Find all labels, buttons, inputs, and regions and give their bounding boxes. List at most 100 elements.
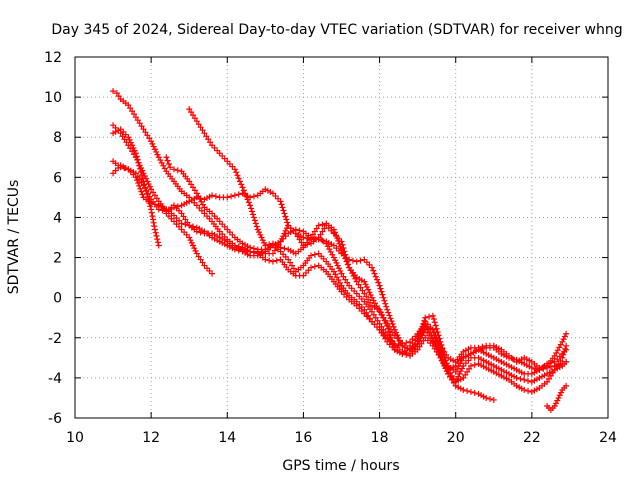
data-point-marker xyxy=(242,190,249,197)
data-point-marker xyxy=(363,293,370,300)
data-point-marker xyxy=(563,358,570,365)
data-point-marker xyxy=(386,323,393,330)
data-point-marker xyxy=(277,198,284,205)
data-point-marker xyxy=(475,346,482,353)
data-point-marker xyxy=(280,233,287,240)
data-point-marker xyxy=(544,378,551,385)
data-point-marker xyxy=(417,334,424,341)
data-point-marker xyxy=(131,147,138,154)
data-point-marker xyxy=(287,259,294,266)
data-point-marker xyxy=(388,318,395,325)
data-point-marker xyxy=(311,251,318,258)
data-point-marker xyxy=(431,319,438,326)
y-tick-label: 4 xyxy=(53,210,62,226)
data-point-marker xyxy=(253,223,260,230)
data-point-marker xyxy=(380,326,387,333)
data-point-marker xyxy=(528,364,535,371)
data-point-marker xyxy=(278,235,285,242)
data-point-marker xyxy=(483,394,490,401)
data-point-marker xyxy=(471,361,478,368)
data-point-marker xyxy=(319,221,326,228)
data-point-marker xyxy=(379,291,386,298)
data-point-marker xyxy=(138,188,145,195)
data-point-marker xyxy=(315,222,322,229)
data-point-marker xyxy=(137,185,144,192)
data-point-marker xyxy=(186,234,193,241)
x-axis-title: GPS time / hours xyxy=(282,458,399,474)
data-point-marker xyxy=(187,237,194,244)
data-point-marker xyxy=(148,206,155,213)
data-point-marker xyxy=(536,366,543,373)
data-point-marker xyxy=(257,231,264,238)
data-point-marker xyxy=(277,238,284,245)
data-point-marker xyxy=(262,256,269,263)
data-point-marker xyxy=(148,186,155,193)
data-point-marker xyxy=(209,270,216,277)
data-point-marker xyxy=(155,242,162,249)
data-point-marker xyxy=(380,314,387,321)
data-point-marker xyxy=(137,165,144,172)
data-point-marker xyxy=(193,250,200,257)
data-point-marker xyxy=(466,365,473,372)
data-point-marker xyxy=(125,102,132,109)
series-track-5 xyxy=(110,88,497,403)
data-point-marker xyxy=(142,184,149,191)
data-point-marker xyxy=(559,338,566,345)
data-point-marker xyxy=(545,375,552,382)
data-point-marker xyxy=(282,227,289,234)
data-point-marker xyxy=(249,211,256,218)
data-point-marker xyxy=(132,114,139,121)
data-point-marker xyxy=(266,241,273,248)
data-point-marker xyxy=(433,325,440,332)
data-point-marker xyxy=(359,287,366,294)
data-point-marker xyxy=(296,236,303,243)
data-point-marker xyxy=(562,345,569,352)
data-point-marker xyxy=(434,329,441,336)
data-point-marker xyxy=(374,276,381,283)
data-point-marker xyxy=(382,300,389,307)
data-point-marker xyxy=(547,363,554,370)
data-point-marker xyxy=(382,317,389,324)
data-point-marker xyxy=(554,397,561,404)
data-point-marker xyxy=(153,195,160,202)
data-point-marker xyxy=(195,253,202,260)
data-point-marker xyxy=(271,247,278,254)
data-point-marker xyxy=(558,389,565,396)
data-point-marker xyxy=(355,281,362,288)
y-tick-label: -6 xyxy=(48,411,62,427)
y-tick-label: 8 xyxy=(53,130,62,146)
data-point-marker xyxy=(319,228,326,235)
data-point-marker xyxy=(245,199,252,206)
data-point-marker xyxy=(433,343,440,350)
data-point-marker xyxy=(415,337,422,344)
data-point-marker xyxy=(205,136,212,143)
data-point-marker xyxy=(236,178,243,185)
data-point-marker xyxy=(136,176,143,183)
data-point-marker xyxy=(234,172,241,179)
data-point-marker xyxy=(426,313,433,320)
data-point-marker xyxy=(336,240,343,247)
data-point-marker xyxy=(372,314,379,321)
data-point-marker xyxy=(231,192,238,199)
data-point-marker xyxy=(188,181,195,188)
data-point-marker xyxy=(254,248,261,255)
data-point-marker xyxy=(332,257,339,264)
data-point-marker xyxy=(383,303,390,310)
data-point-marker xyxy=(532,365,539,372)
data-point-marker xyxy=(121,136,128,143)
x-tick-label: 22 xyxy=(523,430,541,446)
data-point-marker xyxy=(197,124,204,131)
data-point-marker xyxy=(148,138,155,145)
y-tick-label: 10 xyxy=(44,90,62,106)
data-point-marker xyxy=(490,396,497,403)
data-point-marker xyxy=(344,279,351,286)
y-tick-label: 2 xyxy=(53,251,62,267)
data-point-marker xyxy=(378,323,385,330)
y-tick-label: 6 xyxy=(53,170,62,186)
data-point-marker xyxy=(141,181,148,188)
data-point-marker xyxy=(125,134,132,141)
data-point-marker xyxy=(142,129,149,136)
data-point-marker xyxy=(146,183,153,190)
data-point-marker xyxy=(261,239,268,246)
data-point-marker xyxy=(153,148,160,155)
